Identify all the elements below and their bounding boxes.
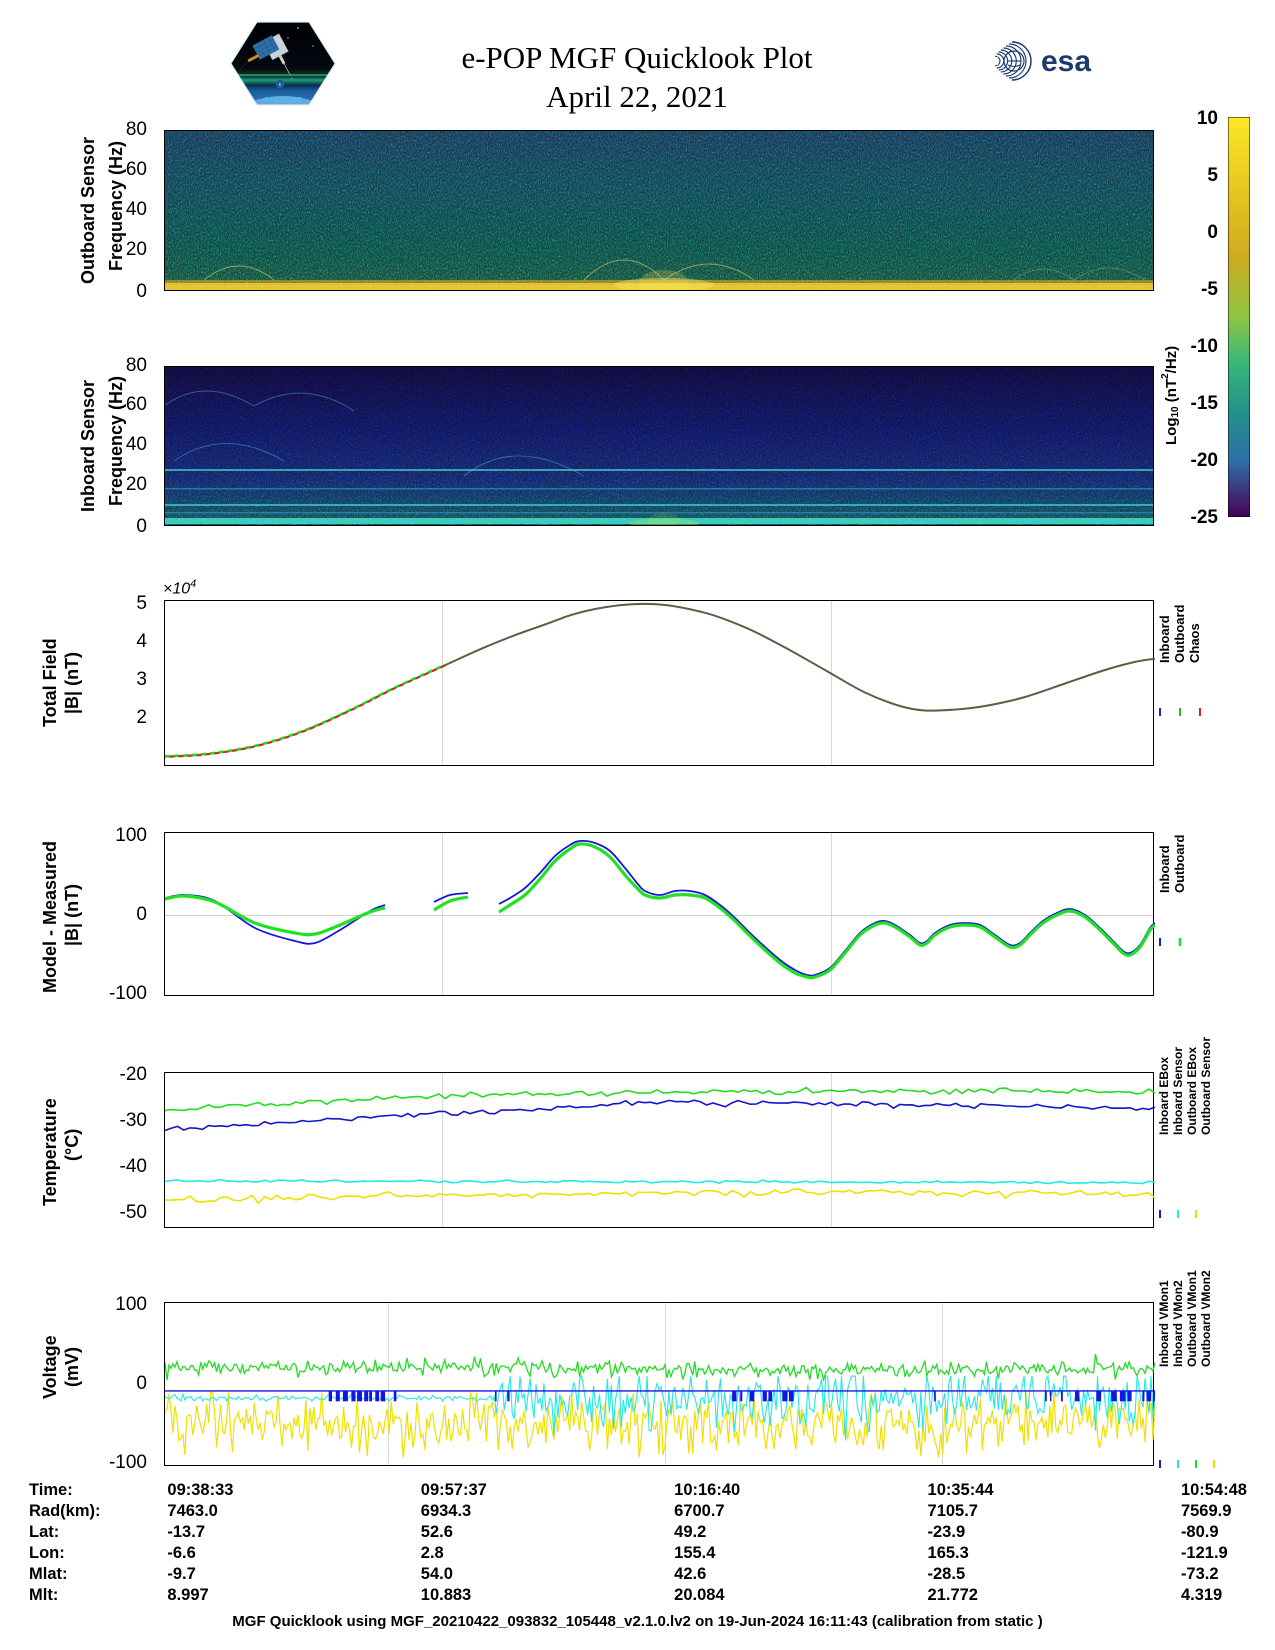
- svg-text:esa: esa: [1041, 45, 1091, 78]
- svg-text:e: e: [279, 82, 281, 86]
- svg-text:CASSIOPE: CASSIOPE: [264, 97, 303, 104]
